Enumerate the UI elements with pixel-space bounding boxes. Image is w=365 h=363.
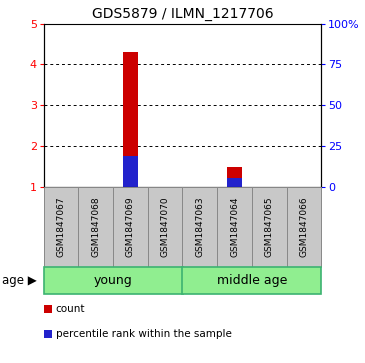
Bar — [44, 267, 182, 294]
Text: middle age: middle age — [217, 274, 287, 287]
Text: age ▶: age ▶ — [2, 274, 36, 287]
Text: GSM1847065: GSM1847065 — [265, 196, 274, 257]
Text: young: young — [94, 274, 132, 287]
Text: percentile rank within the sample: percentile rank within the sample — [55, 329, 231, 339]
Bar — [113, 187, 148, 267]
Text: GSM1847067: GSM1847067 — [57, 196, 66, 257]
Bar — [123, 156, 138, 187]
Text: GSM1847070: GSM1847070 — [161, 196, 170, 257]
Bar — [227, 178, 242, 187]
Title: GDS5879 / ILMN_1217706: GDS5879 / ILMN_1217706 — [92, 7, 273, 21]
Text: GSM1847063: GSM1847063 — [195, 196, 204, 257]
Bar — [252, 187, 287, 267]
Bar — [44, 187, 78, 267]
Bar — [182, 187, 217, 267]
Text: count: count — [55, 303, 85, 314]
Bar — [217, 187, 252, 267]
Bar — [182, 267, 321, 294]
Bar — [78, 187, 113, 267]
Text: GSM1847068: GSM1847068 — [91, 196, 100, 257]
Text: GSM1847069: GSM1847069 — [126, 196, 135, 257]
Bar — [123, 52, 138, 187]
Bar — [287, 187, 321, 267]
Text: GSM1847066: GSM1847066 — [299, 196, 308, 257]
Text: GSM1847064: GSM1847064 — [230, 197, 239, 257]
Bar — [227, 167, 242, 187]
Bar — [148, 187, 182, 267]
